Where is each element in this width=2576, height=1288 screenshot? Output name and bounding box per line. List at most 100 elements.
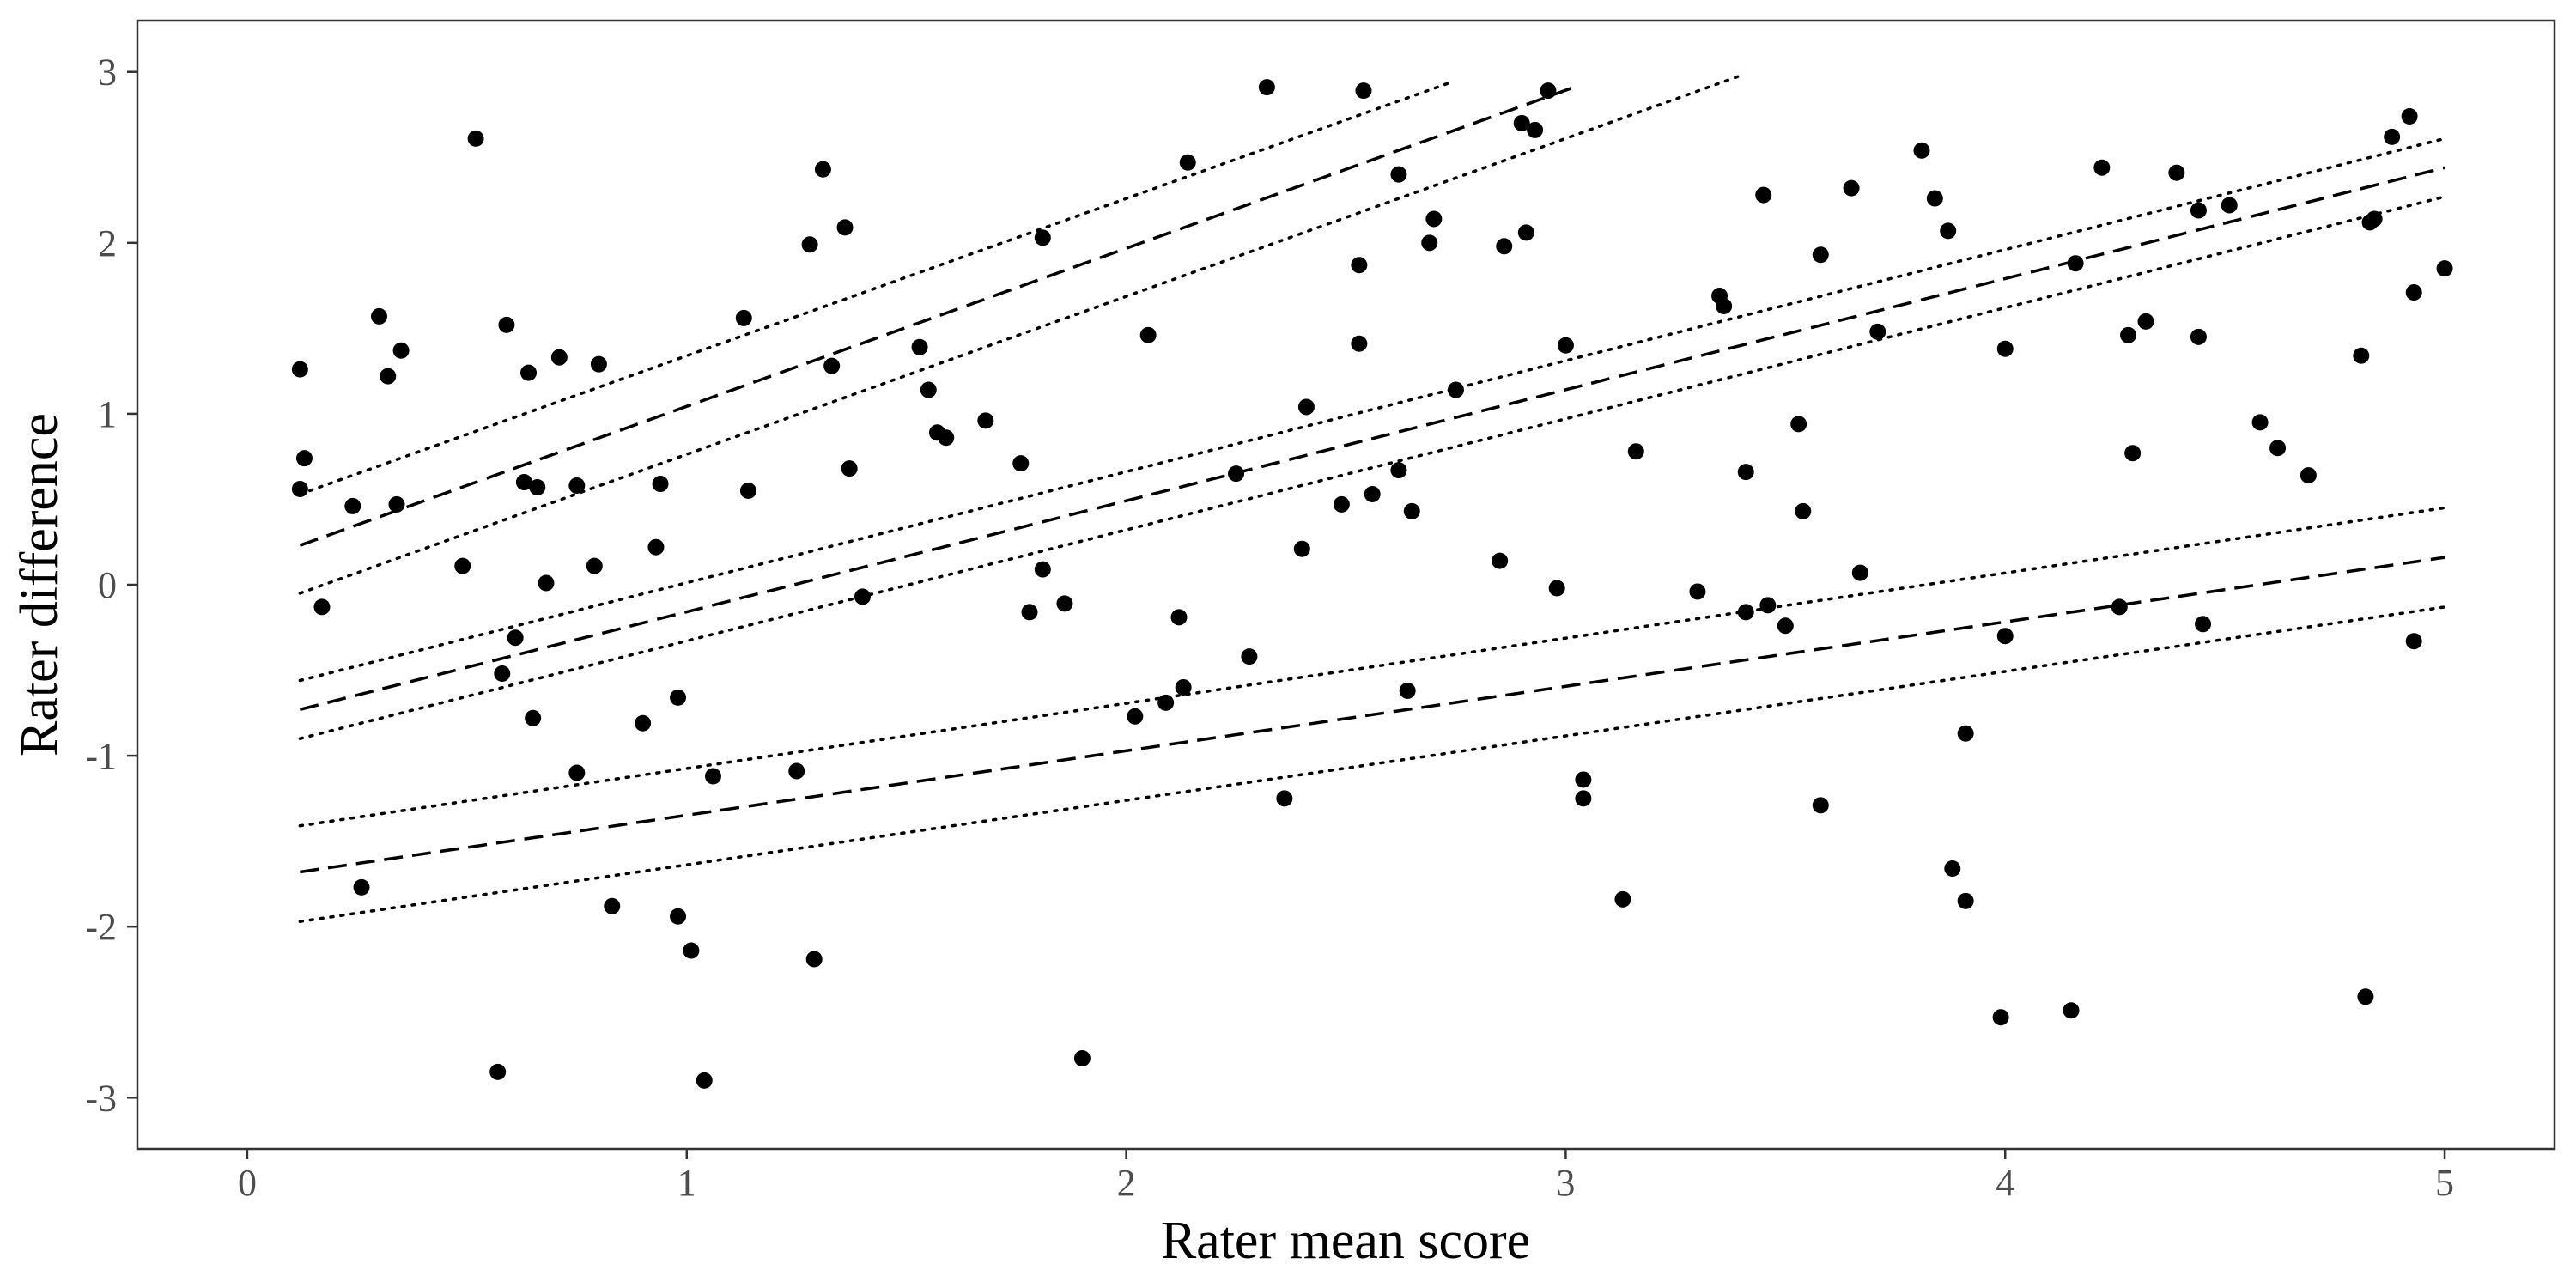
dotted-line xyxy=(298,137,2446,683)
data-point xyxy=(525,709,542,726)
data-point xyxy=(814,161,831,178)
data-point xyxy=(489,1063,507,1080)
data-point xyxy=(823,357,841,374)
y-tick-label: -2 xyxy=(85,906,117,948)
dashed-line xyxy=(299,166,2445,712)
data-point xyxy=(1421,234,1438,252)
data-point xyxy=(911,338,928,355)
data-point xyxy=(295,450,313,467)
data-point xyxy=(1812,797,1829,814)
data-point xyxy=(735,309,752,326)
x-tick-label: 1 xyxy=(677,1162,696,1204)
data-point xyxy=(291,481,308,498)
data-point xyxy=(1737,464,1754,481)
data-point xyxy=(854,588,871,605)
data-point xyxy=(380,368,397,385)
data-point xyxy=(1127,708,1144,725)
data-point xyxy=(2120,326,2137,343)
data-point xyxy=(2357,988,2374,1005)
data-point xyxy=(529,479,546,496)
data-point xyxy=(1496,238,1513,255)
data-point xyxy=(1258,79,1275,96)
data-point xyxy=(1355,82,1372,100)
data-point xyxy=(392,342,410,359)
data-point xyxy=(1157,694,1175,711)
data-point xyxy=(1926,190,1943,207)
data-point xyxy=(1812,246,1829,264)
x-tick-label: 2 xyxy=(1117,1162,1136,1204)
data-point xyxy=(2300,467,2317,484)
data-point xyxy=(1293,540,1310,557)
data-point xyxy=(2436,260,2453,277)
y-tick-label: 1 xyxy=(98,393,117,435)
data-point xyxy=(520,364,538,381)
data-point xyxy=(1021,604,1038,621)
data-point xyxy=(805,951,823,968)
x-tick-label: 4 xyxy=(1996,1162,2014,1204)
data-point xyxy=(1351,335,1368,352)
fitted-lines xyxy=(298,73,2446,923)
data-point xyxy=(1012,455,1030,472)
dotted-line xyxy=(298,195,2446,740)
data-point xyxy=(2093,159,2111,176)
data-point xyxy=(1737,604,1754,621)
data-point xyxy=(586,557,603,574)
data-point xyxy=(1957,725,1974,742)
data-point xyxy=(1957,892,1974,909)
data-point xyxy=(568,764,586,781)
data-point xyxy=(1390,166,1407,183)
data-point xyxy=(515,474,532,491)
data-point xyxy=(1403,502,1420,519)
data-point xyxy=(1527,121,1544,138)
data-point xyxy=(1276,790,1293,807)
data-point xyxy=(1755,186,1772,204)
data-point xyxy=(1851,564,1868,581)
data-point xyxy=(1034,229,1051,246)
data-point xyxy=(538,574,555,592)
data-point xyxy=(683,942,700,959)
data-point xyxy=(1333,495,1350,513)
data-point xyxy=(1297,398,1315,416)
dotted-line xyxy=(298,80,1454,496)
data-point xyxy=(1759,597,1777,614)
data-point xyxy=(494,665,511,683)
data-point xyxy=(2067,255,2084,272)
data-point xyxy=(454,557,471,574)
y-tick-label: 3 xyxy=(98,52,117,94)
data-point xyxy=(2405,284,2422,301)
dotted-line xyxy=(298,73,1743,595)
data-point xyxy=(1575,771,1592,788)
data-point xyxy=(788,762,805,780)
data-point xyxy=(2124,445,2142,462)
data-point xyxy=(2168,164,2185,181)
data-point xyxy=(1996,628,2014,645)
data-point xyxy=(635,714,652,732)
data-point xyxy=(344,497,361,514)
data-point xyxy=(1790,416,1807,433)
data-point xyxy=(2137,313,2154,330)
data-point xyxy=(2190,202,2207,219)
data-point xyxy=(1992,1009,2009,1026)
data-point xyxy=(1241,648,1258,665)
data-point xyxy=(1399,682,1416,699)
x-tick-label: 5 xyxy=(2435,1162,2454,1204)
x-tick-label: 3 xyxy=(1556,1162,1575,1204)
x-axis-title: Rater mean score xyxy=(1161,1212,1530,1270)
data-point xyxy=(836,219,854,236)
data-point xyxy=(2195,616,2212,633)
data-point xyxy=(1425,210,1443,228)
data-point xyxy=(1843,179,1860,197)
data-point xyxy=(1689,583,1706,600)
data-point xyxy=(1179,154,1196,171)
y-tick-label: 0 xyxy=(98,564,117,606)
data-point xyxy=(670,689,687,706)
data-point xyxy=(2221,197,2238,214)
data-point xyxy=(353,878,370,896)
data-point xyxy=(1073,1049,1091,1066)
x-axis: 0 1 2 3 4 5 xyxy=(238,1149,2454,1204)
data-point xyxy=(1627,443,1644,460)
data-point xyxy=(1777,617,1794,635)
data-point xyxy=(2401,107,2418,125)
data-point xyxy=(841,460,858,477)
